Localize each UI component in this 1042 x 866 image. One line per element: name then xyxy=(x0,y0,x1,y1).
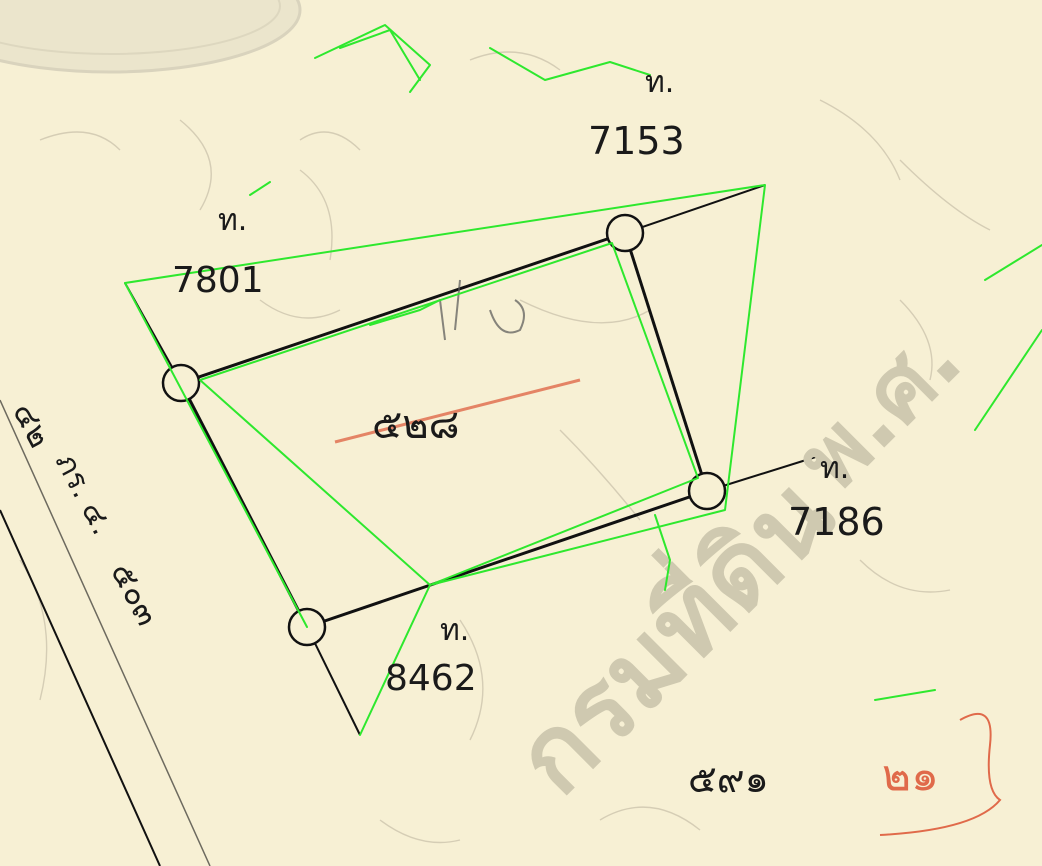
paper-texture xyxy=(0,0,991,844)
parcel-prefix-bottom: ท. xyxy=(440,613,469,648)
parcel-number-upper-left: 7801 xyxy=(172,260,264,301)
marker-nw xyxy=(161,363,201,403)
marker-ne xyxy=(605,213,645,253)
left-margin-labels: ๔๒ ภร. ๔. ๕๐๓ xyxy=(5,396,167,632)
annotation-overlay xyxy=(124,24,1042,736)
parcel-number-top: 7153 xyxy=(588,119,685,163)
center-label: ๕๒๘ xyxy=(372,402,460,448)
parcel-boundary xyxy=(124,184,823,736)
bottom-label: ๕๙๑ xyxy=(688,757,769,801)
left-label-c: ๕๐๓ xyxy=(103,556,167,632)
marker-se xyxy=(687,471,727,511)
parcel-number-right: 7186 xyxy=(788,500,885,544)
red-mark xyxy=(334,378,581,444)
left-label-b: ภร. ๔. xyxy=(48,447,120,540)
parcel-prefix-right: ท. xyxy=(820,451,849,486)
corner-note-text: ๒๑ xyxy=(882,750,939,801)
center-scribble xyxy=(439,279,525,341)
parcel-prefix-upper-left: ท. xyxy=(218,203,247,238)
road-lines xyxy=(0,399,211,866)
parcel-number-bottom: 8462 xyxy=(385,658,477,699)
left-label-a: ๔๒ xyxy=(5,396,60,454)
parcel-prefix-top: ท. xyxy=(645,65,674,100)
stamp-tail: พ.ศ. xyxy=(777,307,982,512)
corner-note: ๒๑ xyxy=(879,712,1002,836)
parcel-labels: ท. 7153 ท. 7801 ท. 7186 ท. 8462 ๕๒๘ ๕๙๑ xyxy=(172,65,885,801)
